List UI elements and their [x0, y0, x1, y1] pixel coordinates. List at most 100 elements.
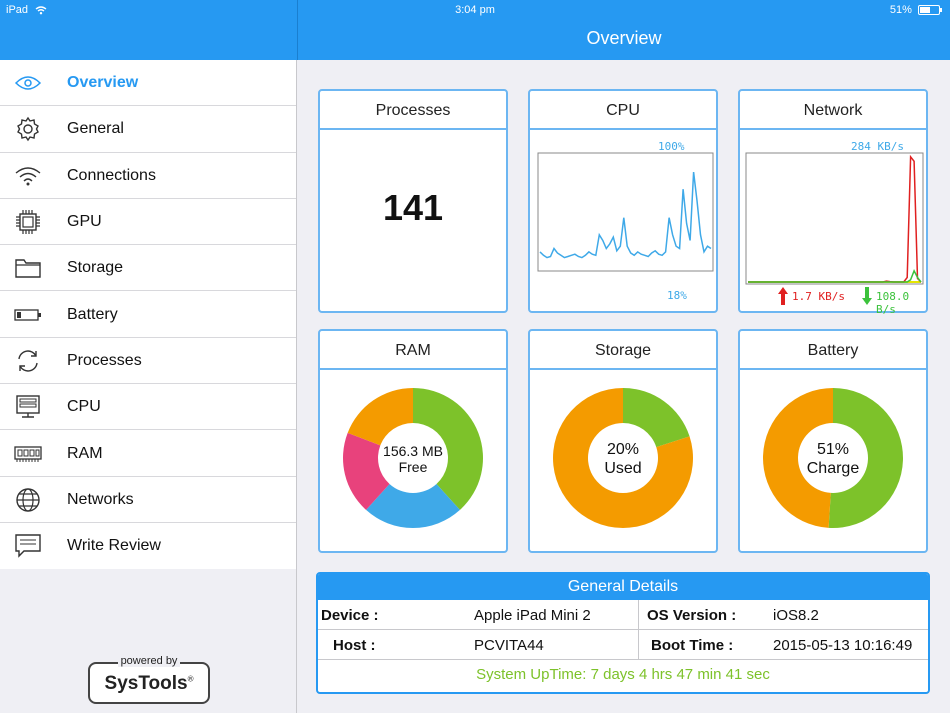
powered-by-text: powered by	[117, 655, 181, 667]
powered-by-logo: powered by SysTools®	[88, 655, 210, 704]
sidebar-item-overview[interactable]: Overview	[0, 60, 296, 107]
ram-card-title: RAM	[320, 331, 506, 370]
sidebar-item-label: Networks	[67, 490, 134, 508]
storage-used-label: Used	[604, 460, 642, 477]
host-label: Host :	[333, 637, 376, 654]
network-chart	[745, 152, 924, 285]
general-details-title: General Details	[318, 574, 928, 600]
cpu-card-title: CPU	[530, 91, 716, 130]
sidebar-menu: Overview General Connections GPU	[0, 60, 296, 570]
ram-free-label: Free	[398, 459, 428, 475]
sidebar-item-label: Processes	[67, 351, 142, 369]
process-count: 141	[382, 187, 444, 228]
upload-arrow-icon	[778, 287, 788, 305]
cpu-card[interactable]: CPU 100% 18%	[528, 89, 718, 313]
device-value: Apple iPad Mini 2	[474, 607, 591, 624]
sidebar-item-ram[interactable]: RAM	[0, 430, 296, 477]
device-name: iPad	[6, 4, 29, 16]
sidebar-item-label: GPU	[67, 213, 102, 231]
column-divider	[638, 630, 639, 660]
sidebar: Overview General Connections GPU	[0, 60, 297, 713]
battery-slice-1	[762, 388, 833, 528]
general-details-panel: General Details Device : Apple iPad Mini…	[316, 572, 930, 694]
processes-card[interactable]: Processes 141	[318, 89, 508, 313]
server-icon	[12, 393, 44, 421]
refresh-icon	[12, 347, 44, 375]
sidebar-item-label: Storage	[67, 259, 124, 277]
sidebar-item-storage[interactable]: Storage	[0, 245, 296, 292]
battery-card[interactable]: Battery 51% Charge	[738, 329, 928, 553]
download-line	[748, 268, 922, 283]
cpu-usage-line	[539, 172, 712, 259]
folder-icon	[12, 254, 44, 282]
cpu-chart	[537, 152, 714, 272]
status-time: 3:04 pm	[455, 4, 495, 16]
eye-icon	[12, 69, 44, 97]
network-card-title: Network	[740, 91, 926, 130]
chip-icon	[12, 208, 44, 236]
cpu-current-label: 18%	[667, 289, 687, 302]
ram-donut-chart	[343, 388, 483, 528]
storage-used-value: 20%	[606, 441, 640, 458]
sidebar-item-networks[interactable]: Networks	[0, 477, 296, 524]
details-row-host: Host : PCVITA44 Boot Time : 2015-05-13 1…	[318, 630, 928, 660]
battery-donut-chart	[762, 388, 903, 528]
boot-time-value: 2015-05-13 10:16:49	[773, 637, 913, 654]
storage-slice-1	[553, 388, 693, 528]
battery-card-title: Battery	[740, 331, 926, 370]
sidebar-item-write-review[interactable]: Write Review	[0, 523, 296, 569]
ram-slice-2	[343, 432, 390, 510]
download-rate: 108.0 B/s	[876, 290, 910, 316]
battery-percent: 51%	[889, 4, 912, 16]
os-label: OS Version :	[647, 607, 737, 624]
network-chart-frame	[745, 152, 924, 285]
wifi-status-icon	[35, 5, 47, 14]
battery-slice-0	[828, 388, 903, 528]
details-row-device: Device : Apple iPad Mini 2 OS Version : …	[318, 600, 928, 630]
cpu-chart-frame	[537, 152, 714, 272]
sidebar-item-general[interactable]: General	[0, 106, 296, 153]
battery-charge-label: Charge	[806, 460, 860, 477]
globe-icon	[12, 486, 44, 514]
storage-slice-0	[623, 388, 690, 448]
column-divider	[638, 600, 639, 630]
cpu-max-label: 100%	[658, 140, 685, 153]
sidebar-item-gpu[interactable]: GPU	[0, 199, 296, 246]
host-value: PCVITA44	[474, 637, 544, 654]
sidebar-item-label: CPU	[67, 398, 101, 416]
upload-rate: 1.7 KB/s	[792, 290, 845, 303]
sidebar-item-label: General	[67, 120, 124, 138]
processes-card-title: Processes	[320, 91, 506, 130]
wifi-icon	[12, 162, 44, 190]
storage-card-title: Storage	[530, 331, 716, 370]
sidebar-item-battery[interactable]: Battery	[0, 291, 296, 339]
ram-slice-1	[366, 483, 460, 528]
device-label: Device :	[321, 607, 379, 624]
sidebar-item-connections[interactable]: Connections	[0, 153, 296, 200]
sidebar-item-cpu[interactable]: CPU	[0, 384, 296, 431]
ram-free-value: 156.3 MB	[383, 443, 443, 459]
system-uptime: System UpTime: 7 days 4 hrs 47 min 41 se…	[476, 666, 770, 683]
split-divider	[297, 0, 298, 60]
page-title: Overview	[586, 28, 662, 48]
status-battery: 51%	[889, 4, 942, 16]
top-bar: iPad 3:04 pm 51% Overview	[0, 0, 950, 60]
sidebar-item-label: RAM	[67, 444, 103, 462]
gear-icon	[12, 115, 44, 143]
battery-icon	[12, 301, 44, 329]
ram-card[interactable]: RAM 156.3 MB Free	[318, 329, 508, 553]
sidebar-item-label: Write Review	[67, 537, 161, 555]
network-card[interactable]: Network 284 KB/s 1.7 KB/s 108.0 B/s	[738, 89, 928, 316]
comment-icon	[12, 532, 44, 560]
battery-status-icon	[918, 5, 942, 16]
status-device: iPad	[6, 4, 47, 16]
boot-time-label: Boot Time :	[651, 637, 734, 654]
storage-donut-chart	[553, 388, 693, 528]
sidebar-item-processes[interactable]: Processes	[0, 338, 296, 385]
registered-mark: ®	[187, 674, 194, 684]
ram-slice-0	[413, 388, 483, 510]
ram-slice-3	[347, 388, 413, 446]
sidebar-item-label: Battery	[67, 305, 118, 323]
storage-card[interactable]: Storage 20% Used	[528, 329, 718, 553]
